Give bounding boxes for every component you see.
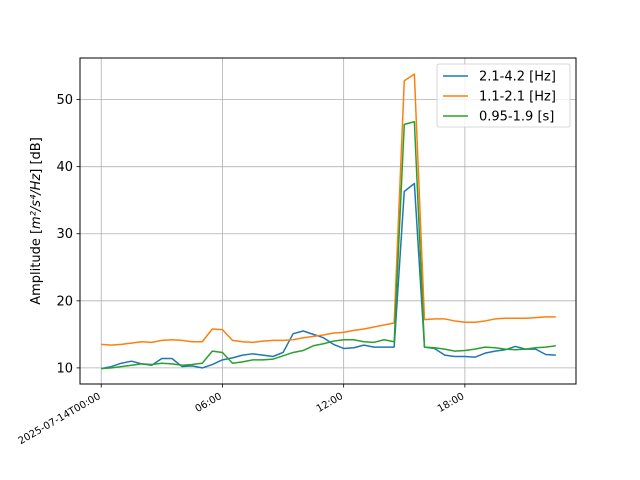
- axes-frame: [79, 57, 577, 385]
- legend: 2.1-4.2 [Hz] 1.1-2.1 [Hz] 0.95-1.9 [s]: [436, 63, 571, 128]
- y-axis-label-suffix: ] [dB]: [29, 137, 44, 174]
- y-tick-label: 30: [56, 227, 73, 242]
- legend-label-3: 0.95-1.9 [s]: [479, 110, 554, 125]
- y-tick-label: 50: [56, 93, 73, 108]
- legend-label-1: 2.1-4.2 [Hz]: [479, 70, 556, 85]
- y-tick-label: 40: [56, 160, 73, 175]
- series-line-3: [101, 120, 556, 370]
- legend-label-2: 1.1-2.1 [Hz]: [479, 90, 556, 105]
- y-tick-label: 10: [56, 361, 73, 376]
- series-line-1: [101, 182, 556, 370]
- y-axis: 10 20 30 40 50: [56, 93, 80, 376]
- legend-box: [436, 63, 571, 128]
- y-axis-label-prefix: Amplitude [: [29, 229, 44, 305]
- series-line-2: [101, 73, 556, 346]
- y-axis-label-units: m²/s⁴/Hz: [29, 173, 44, 229]
- series-layer: [101, 73, 556, 370]
- y-tick-label: 20: [56, 294, 73, 309]
- y-axis-label: Amplitude [m²/s⁴/Hz] [dB]: [29, 137, 44, 305]
